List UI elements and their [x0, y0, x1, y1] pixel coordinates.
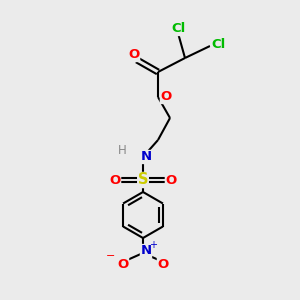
Text: O: O	[117, 257, 129, 271]
Text: O: O	[128, 49, 140, 62]
Text: H: H	[118, 143, 126, 157]
Text: O: O	[165, 173, 177, 187]
Text: −: −	[106, 251, 116, 261]
Text: Cl: Cl	[171, 22, 185, 35]
Text: N: N	[140, 151, 152, 164]
Text: O: O	[110, 173, 121, 187]
Text: N: N	[140, 244, 152, 257]
Text: S: S	[138, 172, 148, 188]
Text: O: O	[160, 91, 172, 103]
Text: Cl: Cl	[211, 38, 225, 50]
Text: O: O	[158, 257, 169, 271]
Text: +: +	[149, 240, 157, 250]
